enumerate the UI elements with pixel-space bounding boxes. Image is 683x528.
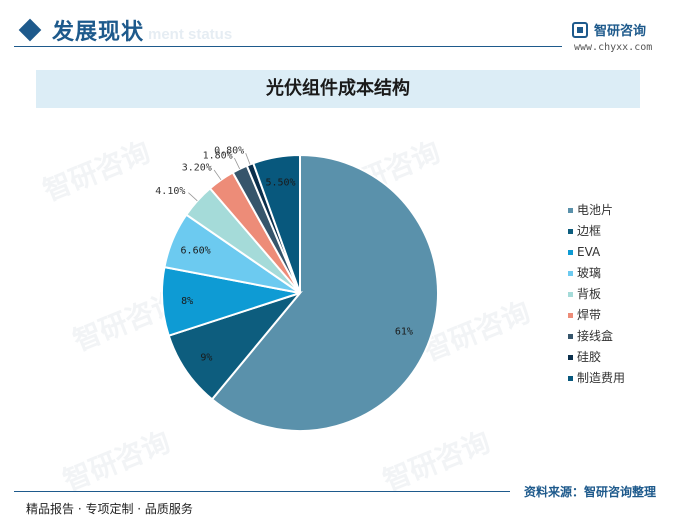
legend-item: 硅胶 (568, 347, 625, 368)
brand-url: www.chyxx.com (574, 42, 653, 53)
legend-swatch (568, 334, 573, 339)
legend-label: 制造费用 (577, 371, 626, 385)
label-leader-line (245, 153, 251, 165)
legend-label: 电池片 (577, 203, 614, 217)
legend-swatch (568, 376, 573, 381)
data-label: 61% (395, 326, 413, 337)
legend-label: 焊带 (577, 308, 602, 322)
legend-swatch (568, 208, 573, 213)
legend-label: 背板 (577, 287, 602, 301)
legend-label: 接线盒 (577, 329, 614, 343)
header-divider (14, 46, 562, 47)
legend-swatch (568, 313, 573, 318)
legend-item: 接线盒 (568, 326, 625, 347)
legend-label: 边框 (577, 224, 602, 238)
footer-tagline: 精品报告 · 专项定制 · 品质服务 (26, 502, 193, 516)
pie-slice (210, 153, 439, 432)
label-leader-line (188, 192, 198, 202)
footer-divider (14, 491, 510, 492)
legend-item: 边框 (568, 221, 625, 242)
legend-label: EVA (577, 245, 601, 259)
legend-item: 玻璃 (568, 263, 625, 284)
data-label: 8% (181, 296, 193, 307)
brand-logo-icon (572, 22, 588, 38)
legend-label: 硅胶 (577, 350, 602, 364)
label-leader-line (234, 157, 241, 170)
legend-swatch (568, 229, 573, 234)
label-leader-line (213, 169, 222, 181)
legend-swatch (568, 250, 573, 255)
data-label: 0.80% (214, 146, 244, 157)
legend-item: 制造费用 (568, 368, 625, 389)
chart-legend: 电池片边框 EVA 玻璃背板焊带接线盒硅胶制造费用 (568, 200, 625, 389)
legend-swatch (568, 292, 573, 297)
data-label: 3.20% (182, 163, 212, 174)
legend-item: 焊带 (568, 305, 625, 326)
legend-item: EVA (568, 242, 625, 263)
data-label: 4.10% (155, 186, 185, 197)
data-label: 5.50% (265, 178, 295, 189)
data-label: 6.60% (181, 245, 211, 256)
chart-title-band: 光伏组件成本结构 (36, 70, 640, 108)
legend-label: 玻璃 (577, 266, 602, 280)
legend-item: 背板 (568, 284, 625, 305)
legend-swatch (568, 271, 573, 276)
data-label: 1.80% (203, 151, 233, 162)
chart-title: 光伏组件成本结构 (266, 78, 410, 99)
brand-name: 智研咨询 (594, 24, 647, 39)
page-title: 发展现状 (52, 20, 145, 45)
data-label: 9% (200, 353, 212, 364)
legend-swatch (568, 355, 573, 360)
legend-item: 电池片 (568, 200, 625, 221)
source-note: 资料来源：智研咨询整理 (524, 485, 657, 499)
header-subtitle: ment status (148, 26, 233, 43)
pie-slice (251, 153, 301, 294)
